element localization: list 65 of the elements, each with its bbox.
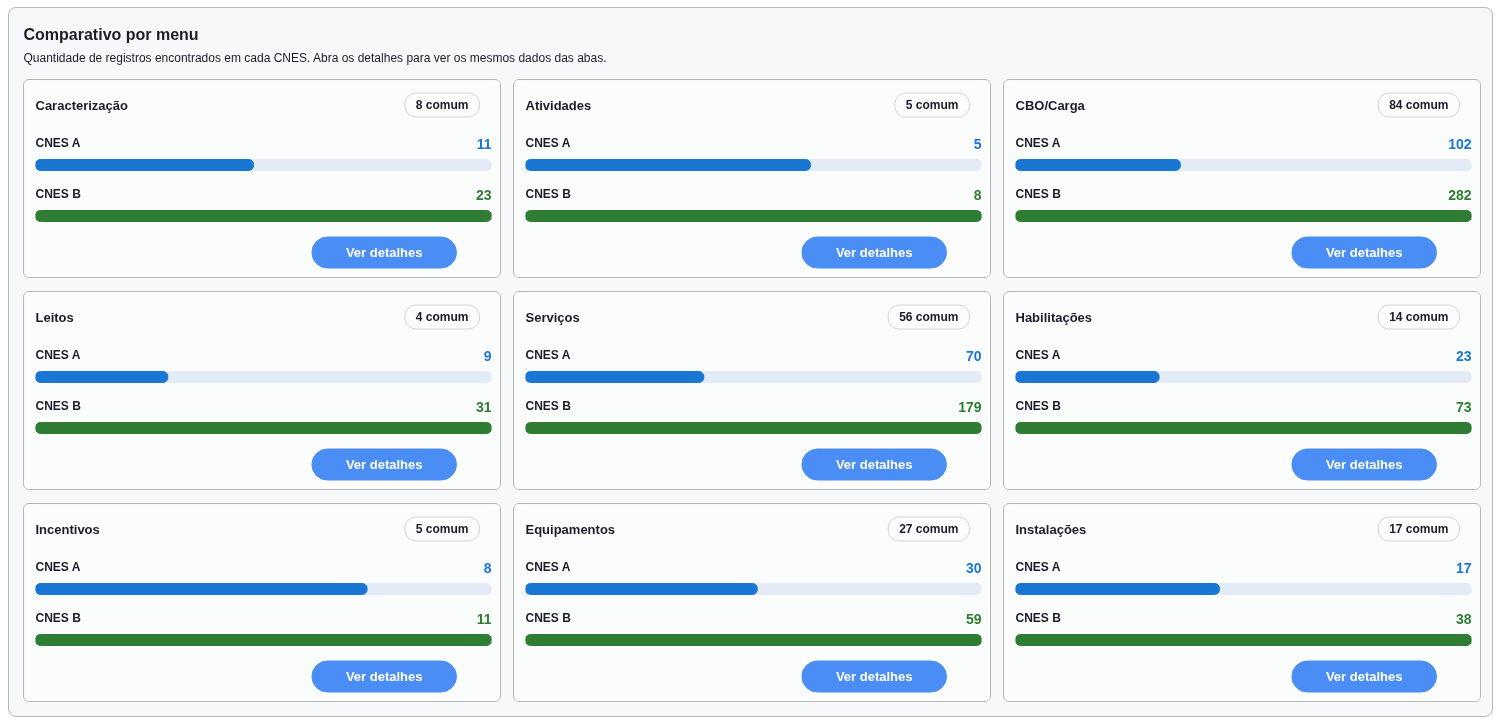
text: 5 comum — [415, 522, 469, 536]
data-label: 11 — [476, 135, 492, 152]
y-tick-label: CNES B — [35, 610, 82, 625]
text: Ver detalhes — [835, 669, 913, 684]
chart-title: CBO/Carga — [1015, 98, 1086, 113]
data-label: 30 — [965, 559, 982, 576]
text: 14 comum — [1389, 310, 1449, 324]
y-tick-label: CNES A — [1015, 135, 1061, 150]
data-label: 31 — [475, 398, 492, 415]
y-tick-label: CNES B — [35, 398, 82, 413]
y-tick-label: CNES A — [525, 347, 571, 362]
chart-title: Instalações — [1015, 522, 1087, 537]
text: Ver detalhes — [1325, 457, 1403, 472]
text: Ver detalhes — [1325, 669, 1403, 684]
text: Ver detalhes — [835, 457, 913, 472]
text: Ver detalhes — [345, 245, 423, 260]
y-tick-label: CNES A — [525, 135, 571, 150]
y-tick-label: CNES B — [525, 186, 572, 201]
text: 17 comum — [1389, 522, 1449, 536]
data-label: 17 — [1455, 559, 1472, 576]
data-label: 102 — [1448, 135, 1472, 152]
data-label: 59 — [965, 610, 982, 627]
y-tick-label: CNES B — [525, 398, 572, 413]
y-tick-label: CNES A — [35, 135, 81, 150]
text: 4 comum — [415, 310, 469, 324]
chart-title: Equipamentos — [525, 522, 616, 537]
text: Ver detalhes — [345, 669, 423, 684]
text: 56 comum — [899, 310, 959, 324]
y-tick-label: CNES A — [1015, 559, 1061, 574]
data-label: 38 — [1455, 610, 1472, 627]
data-label: 70 — [965, 347, 982, 364]
y-tick-label: CNES B — [525, 610, 572, 625]
y-tick-label: CNES A — [525, 559, 571, 574]
text: Ver detalhes — [835, 245, 913, 260]
text: 84 comum — [1389, 98, 1449, 112]
chart-title: Incentivos — [35, 522, 100, 537]
data-label: 9 — [483, 347, 492, 364]
y-tick-label: CNES B — [1015, 610, 1062, 625]
y-tick-label: CNES A — [1015, 347, 1061, 362]
y-tick-label: CNES A — [35, 559, 81, 574]
chart-title: Caracterização — [35, 98, 129, 113]
y-tick-label: CNES A — [35, 347, 81, 362]
chart-title: Serviços — [525, 310, 580, 325]
chart-title: Leitos — [35, 310, 74, 325]
text: 5 comum — [905, 98, 959, 112]
data-label: 23 — [475, 186, 492, 203]
y-tick-label: CNES B — [1015, 186, 1062, 201]
data-label: 11 — [476, 610, 492, 627]
text: 8 comum — [415, 98, 469, 112]
text: Comparativo por menu — [23, 26, 199, 43]
text: 27 comum — [899, 522, 959, 536]
data-label: 23 — [1455, 347, 1472, 364]
text: Ver detalhes — [345, 457, 423, 472]
y-tick-label: CNES B — [35, 186, 82, 201]
chart-title: Habilitações — [1015, 310, 1093, 325]
y-tick-label: CNES B — [1015, 398, 1062, 413]
chart-title: Atividades — [525, 98, 592, 113]
data-label: 73 — [1455, 398, 1472, 415]
data-label: 179 — [958, 398, 982, 415]
data-label: 8 — [973, 186, 982, 203]
data-label: 5 — [973, 135, 982, 152]
data-label: 8 — [483, 559, 492, 576]
data-label: 282 — [1448, 186, 1472, 203]
text: Ver detalhes — [1325, 245, 1403, 260]
text: Quantidade de registros encontrados em cada CNES. Abra os detalhes para ver os mesmos dados das abas. — [23, 50, 607, 65]
